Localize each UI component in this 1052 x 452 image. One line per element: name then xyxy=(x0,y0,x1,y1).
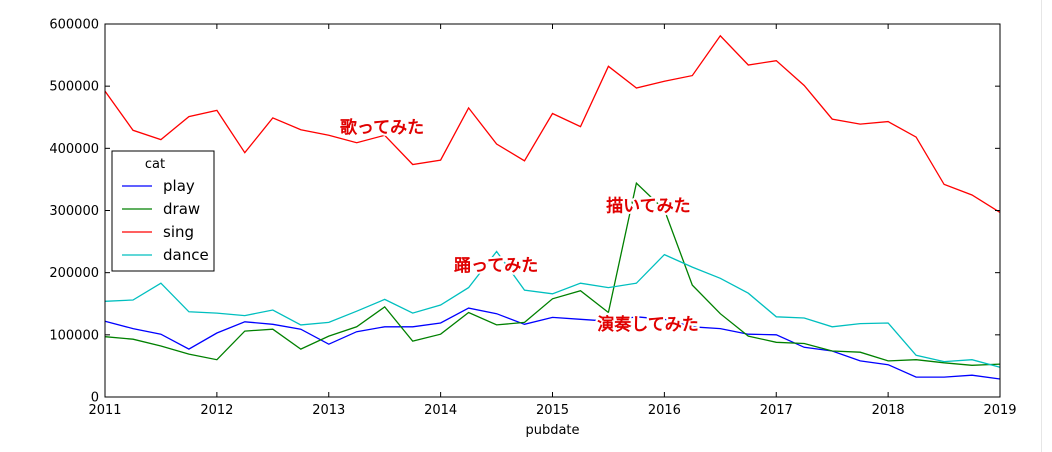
series-line-dance xyxy=(104,250,1001,368)
x-tick-label: 2013 xyxy=(312,403,345,418)
y-tick-label: 100000 xyxy=(49,328,99,343)
annotation-label: 演奏してみた xyxy=(597,314,699,335)
y-tick-label: 0 xyxy=(91,391,99,406)
legend: cat play draw sing dance xyxy=(111,150,215,272)
right-edge-divider xyxy=(1041,0,1042,452)
x-tick-label: 2012 xyxy=(200,403,233,418)
y-tick-label: 400000 xyxy=(49,142,99,157)
annotation-label: 描いてみた xyxy=(606,196,691,217)
y-tick-label: 300000 xyxy=(49,204,99,219)
x-tick-label: 2015 xyxy=(536,403,569,418)
annotation-label: 踊ってみた xyxy=(454,256,538,276)
x-tick-label: 2017 xyxy=(760,403,793,418)
legend-label-draw: draw xyxy=(163,200,200,218)
y-tick-label: 600000 xyxy=(49,18,99,33)
legend-title: cat xyxy=(145,157,165,172)
x-tick-label: 2011 xyxy=(88,403,121,418)
legend-label-dance: dance xyxy=(163,246,209,264)
series-line-play xyxy=(104,307,1001,380)
legend-box xyxy=(111,150,215,272)
series-layer xyxy=(104,34,1001,380)
axis-ticks: 2011 2012 2013 2014 2015 2016 2017 2018 2019 0 100… xyxy=(49,18,1016,419)
series-line-sing xyxy=(104,34,1001,213)
series-line-draw xyxy=(104,181,1001,366)
x-tick-label: 2014 xyxy=(424,403,457,418)
annotation-label: 歌ってみた xyxy=(340,117,424,138)
x-axis-label: pubdate xyxy=(525,423,579,438)
x-tick-label: 2019 xyxy=(983,403,1016,418)
legend-label-play: play xyxy=(163,177,195,195)
plot-frame xyxy=(104,23,1001,398)
y-tick-label: 200000 xyxy=(49,266,99,281)
legend-label-sing: sing xyxy=(163,223,194,241)
y-tick-label: 500000 xyxy=(49,80,99,95)
x-tick-label: 2016 xyxy=(648,403,681,418)
x-tick-label: 2018 xyxy=(872,403,905,418)
